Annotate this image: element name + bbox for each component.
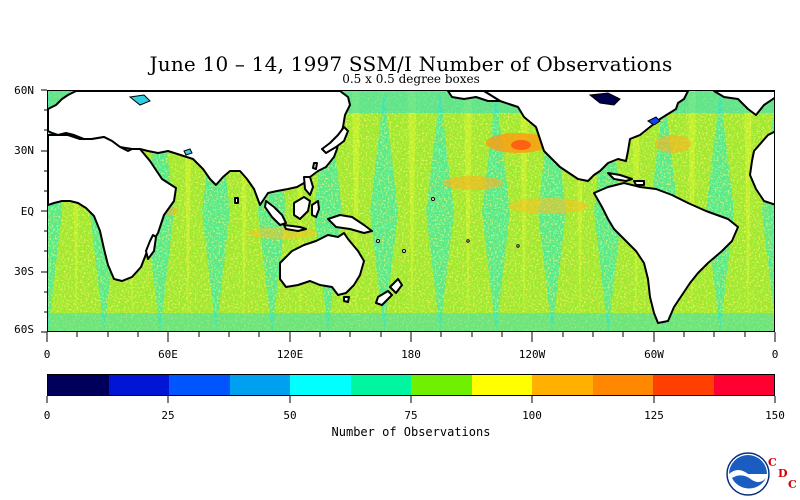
colorbar-segment bbox=[350, 375, 411, 395]
lon-label-60w: 60W bbox=[644, 348, 664, 361]
colorbar-segment bbox=[290, 375, 351, 395]
colorbar-label-0: 0 bbox=[43, 409, 51, 422]
logo-letter-c1: C bbox=[768, 456, 777, 469]
lat-label-60n: 60N bbox=[14, 84, 34, 97]
colorbar-segment bbox=[653, 375, 714, 395]
colorbar-segment bbox=[713, 375, 774, 395]
colorbar-label-50: 50 bbox=[283, 409, 297, 422]
colorbar-segment bbox=[532, 375, 593, 395]
colorbar-segment bbox=[48, 375, 109, 395]
map-title: June 10 – 14, 1997 SSM/I Number of Obser… bbox=[149, 52, 673, 76]
colorbar-label-25: 25 bbox=[161, 409, 175, 422]
lon-label-0: 0 bbox=[43, 348, 51, 361]
noaa-logo-icon bbox=[726, 452, 770, 496]
lon-label-0-right: 0 bbox=[771, 348, 779, 361]
colorbar-segment bbox=[229, 375, 290, 395]
logo-letter-c2: C bbox=[788, 478, 797, 491]
logo-letter-d: D bbox=[778, 467, 788, 480]
colorbar-segment bbox=[108, 375, 169, 395]
lat-label-30s: 30S bbox=[14, 265, 34, 278]
observation-field bbox=[48, 91, 774, 331]
colorbar-segment bbox=[169, 375, 230, 395]
colorbar bbox=[47, 374, 775, 396]
observation-map bbox=[47, 90, 775, 332]
colorbar-segment bbox=[411, 375, 472, 395]
colorbar-title: Number of Observations bbox=[331, 425, 491, 439]
colorbar-label-125: 125 bbox=[644, 409, 664, 422]
colorbar-label-75: 75 bbox=[404, 409, 418, 422]
lat-label-60s: 60S bbox=[14, 323, 34, 336]
lat-label-30n: 30N bbox=[14, 144, 34, 157]
lon-label-60e: 60E bbox=[158, 348, 178, 361]
map-subtitle: 0.5 x 0.5 degree boxes bbox=[342, 72, 480, 86]
lon-label-180: 180 bbox=[401, 348, 421, 361]
colorbar-label-100: 100 bbox=[522, 409, 542, 422]
colorbar-segment bbox=[471, 375, 532, 395]
colorbar-segment bbox=[592, 375, 653, 395]
lon-label-120e: 120E bbox=[276, 348, 304, 361]
colorbar-label-150: 150 bbox=[765, 409, 785, 422]
lat-label-eq: EQ bbox=[20, 205, 34, 218]
lon-label-120w: 120W bbox=[518, 348, 546, 361]
